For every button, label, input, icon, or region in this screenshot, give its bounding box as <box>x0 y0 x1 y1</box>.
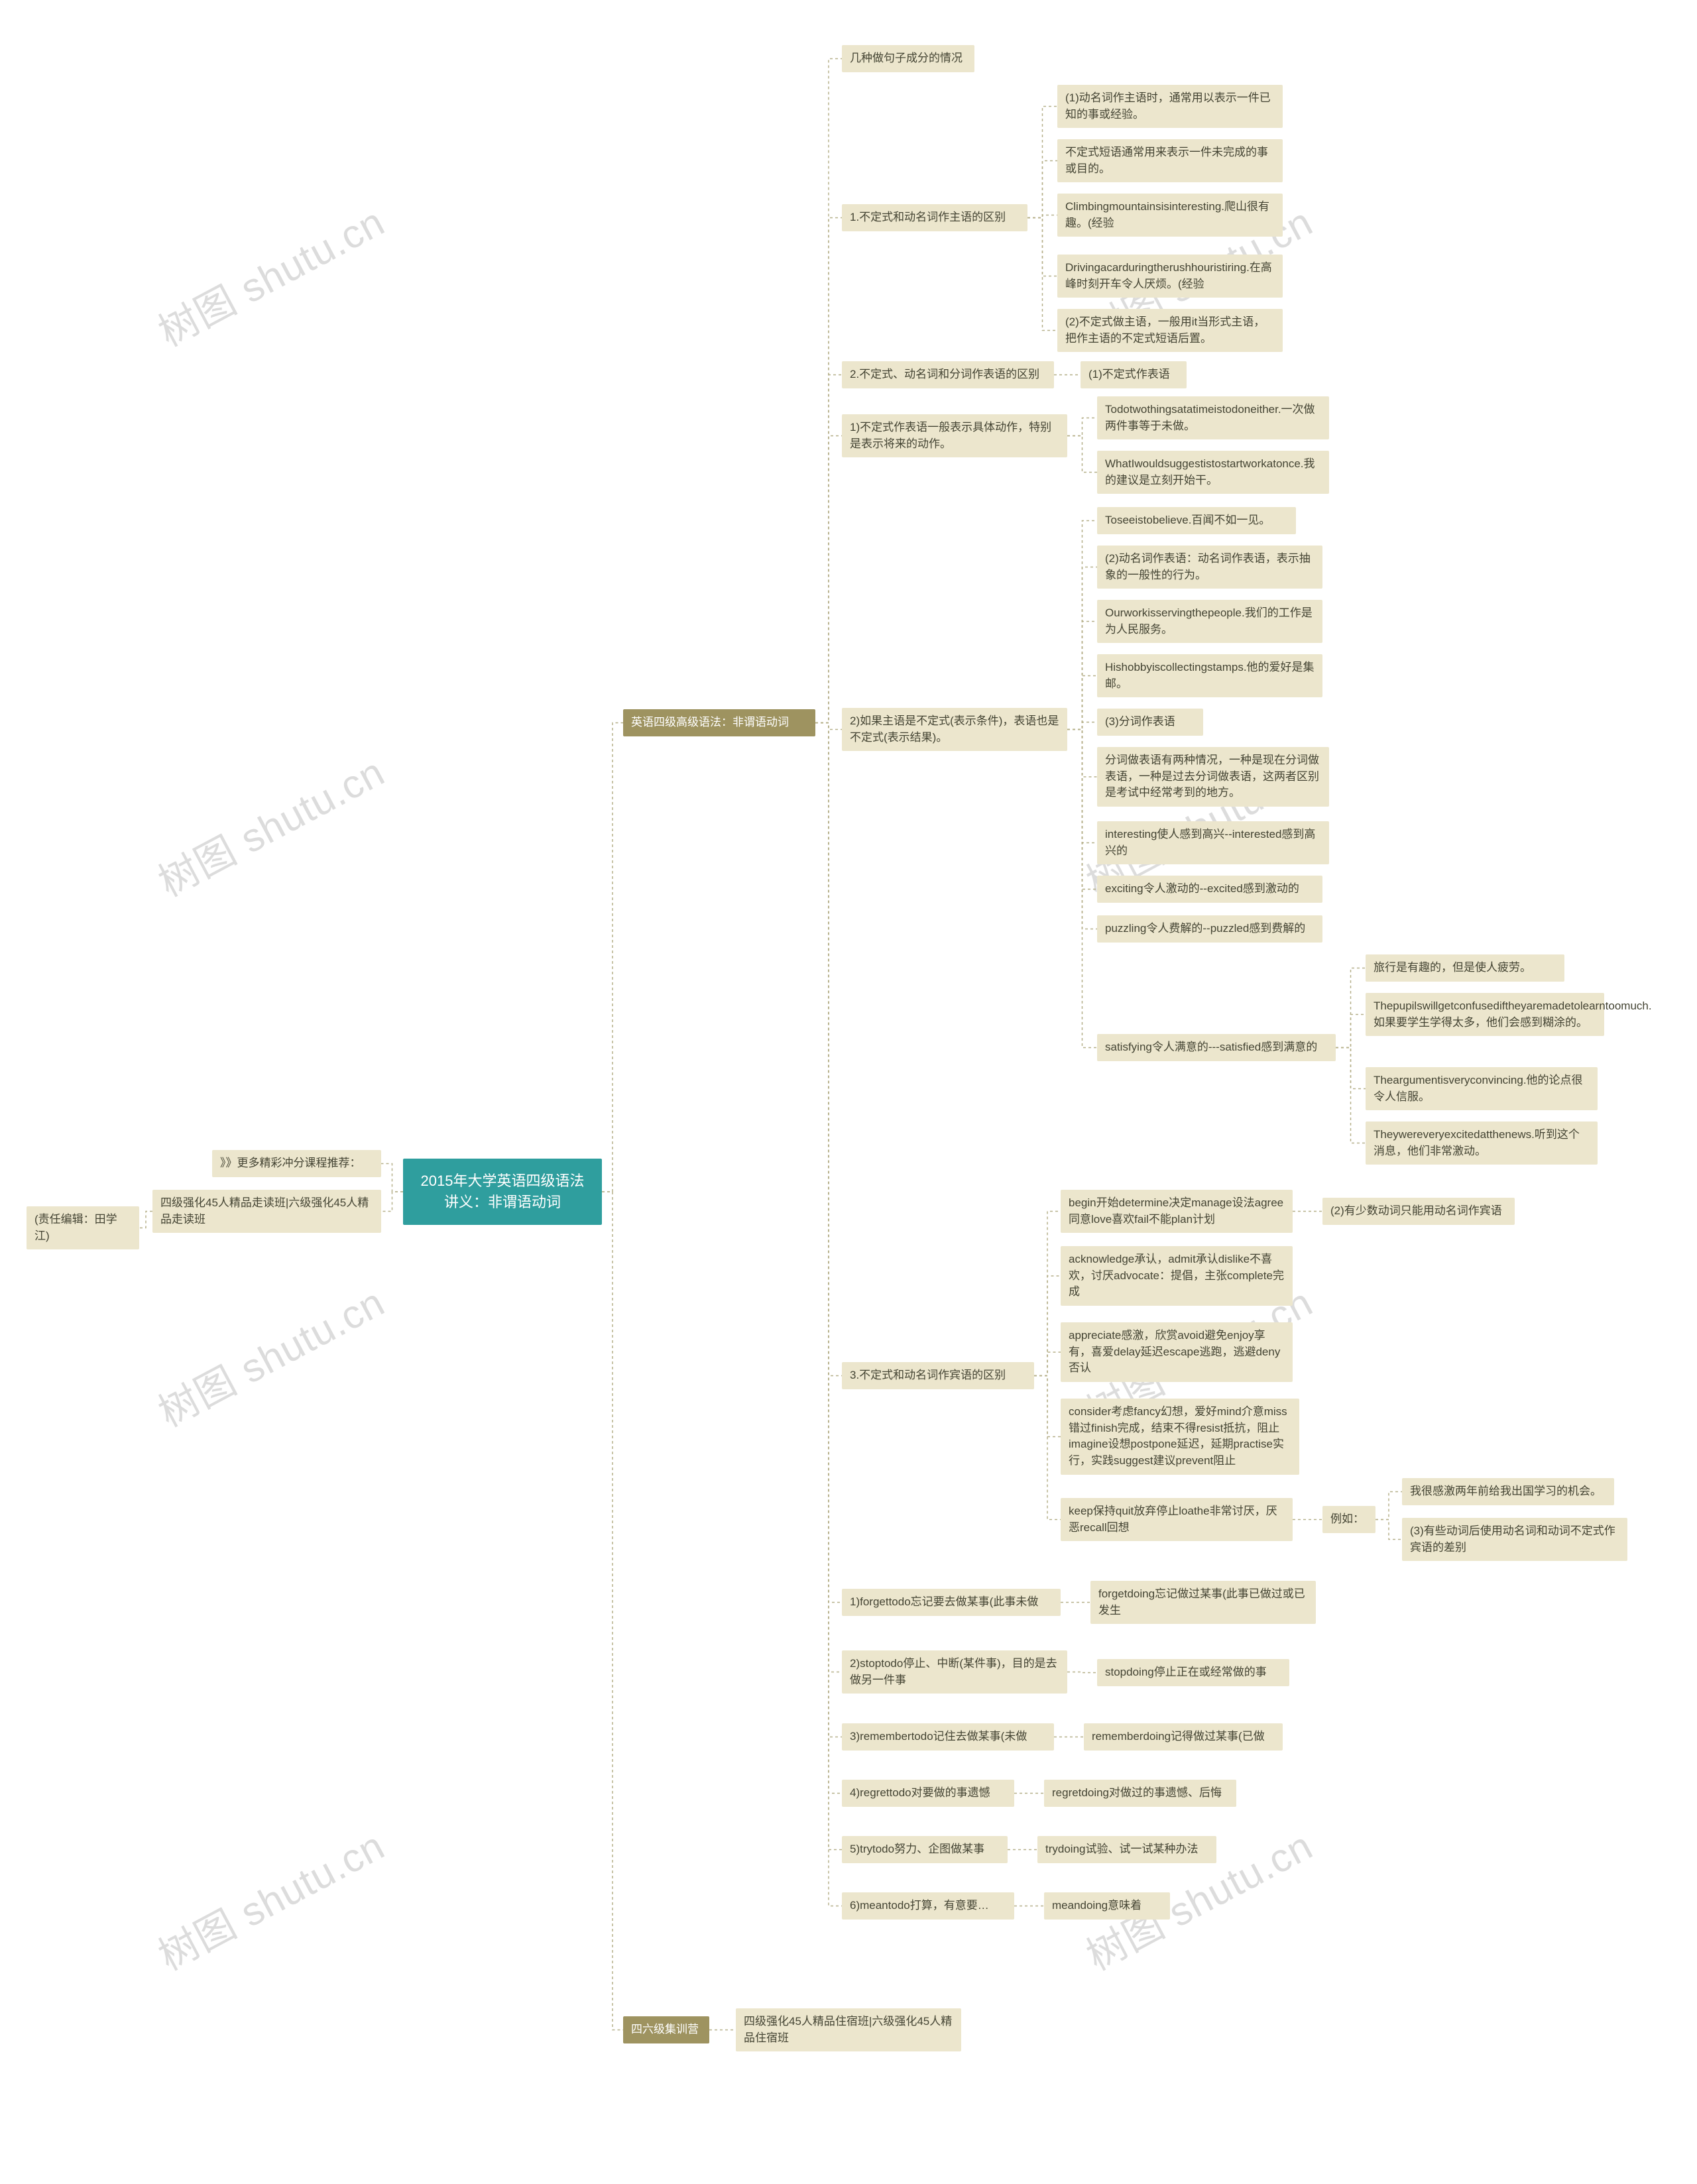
node-m1f-4: consider考虑fancy幻想，爱好mind介意miss错过finish完成… <box>1061 1399 1299 1475</box>
node-m1f-5-r1: 我很感激两年前给我出国学习的机会。 <box>1402 1478 1614 1505</box>
node-m1f-3: appreciate感激，欣赏avoid避免enjoy享有，喜爱delay延迟e… <box>1061 1322 1293 1382</box>
node-stop-doing: stopdoing停止正在或经常做的事 <box>1097 1659 1289 1686</box>
node-try-doing: trydoing试验、试一试某种办法 <box>1037 1836 1216 1863</box>
left-node-more-courses: 》》更多精彩冲分课程推荐： <box>212 1150 381 1177</box>
node-infinitive-pred: 1)不定式作表语一般表示具体动作，特别是表示将来的动作。 <box>842 414 1067 457</box>
node-m1f-2: acknowledge承认，admit承认dislike不喜欢，讨厌advoca… <box>1061 1246 1293 1306</box>
node-m1e-10-s2: Thepupilswillgetconfusediftheyaremadetol… <box>1366 993 1604 1036</box>
node-m1e-3: Ourworkisservingthepeople.我们的工作是为人民服务。 <box>1097 600 1322 643</box>
node-m1e-1: Toseeistobelieve.百闻不如一见。 <box>1097 507 1296 534</box>
watermark: 树图 shutu.cn <box>146 1814 393 1982</box>
node-m1b-5: (2)不定式做主语，一般用it当形式主语，把作主语的不定式短语后置。 <box>1057 309 1283 352</box>
watermark: 树图 shutu.cn <box>146 190 393 358</box>
node-m1e-9: puzzling令人费解的--puzzled感到费解的 <box>1097 915 1322 943</box>
left-node-editor: (责任编辑：田学江) <box>27 1206 139 1249</box>
node-m1e-5: (3)分词作表语 <box>1097 709 1203 736</box>
node-m1b-4: Drivingacarduringtherushhouristiring.在高峰… <box>1057 255 1283 298</box>
node-try-todo: 5)trytodo努力、企图做某事 <box>842 1836 1008 1863</box>
node-m1c-r: (1)不定式作表语 <box>1081 361 1187 388</box>
node-m1e-6: 分词做表语有两种情况，一种是现在分词做表语，一种是过去分词做表语，这两者区别是考… <box>1097 747 1329 807</box>
node-m1f-1: begin开始determine决定manage设法agree同意love喜欢f… <box>1061 1190 1293 1233</box>
node-m1b-3: Climbingmountainsisinteresting.爬山很有趣。(经验 <box>1057 194 1283 237</box>
node-subject-diff: 1.不定式和动名词作主语的区别 <box>842 204 1027 231</box>
node-cond-result: 2)如果主语是不定式(表示条件)，表语也是不定式(表示结果)。 <box>842 708 1067 751</box>
node-remember-doing: rememberdoing记得做过某事(已做 <box>1084 1723 1283 1751</box>
node-m1e-10-s4: Theywereveryexcitedatthenews.听到这个消息，他们非常… <box>1366 1121 1598 1165</box>
node-forget-doing: forgetdoing忘记做过某事(此事已做过或已发生 <box>1090 1581 1316 1624</box>
node-mean-todo: 6)meantodo打算，有意要… <box>842 1892 1014 1920</box>
node-m1f-5-r2: (3)有些动词后使用动名词和动词不定式作宾语的差别 <box>1402 1518 1627 1561</box>
node-predicate-diff: 2.不定式、动名词和分词作表语的区别 <box>842 361 1054 388</box>
node-regret-todo: 4)regrettodo对要做的事遗憾 <box>842 1780 1014 1807</box>
node-m1e-7: interesting使人感到高兴--interested感到高兴的 <box>1097 821 1329 864</box>
node-m1f-5-r: 例如： <box>1322 1506 1375 1533</box>
node-object-diff: 3.不定式和动名词作宾语的区别 <box>842 1362 1034 1389</box>
node-m1b-2: 不定式短语通常用来表示一件未完成的事或目的。 <box>1057 139 1283 182</box>
left-node-class-list: 四级强化45人精品走读班|六级强化45人精品走读班 <box>152 1190 381 1233</box>
node-mean-doing: meandoing意味着 <box>1044 1892 1170 1920</box>
node-regret-doing: regretdoing对做过的事遗憾、后悔 <box>1044 1780 1236 1807</box>
node-m1f-1-r: (2)有少数动词只能用动名词作宾语 <box>1322 1198 1515 1225</box>
main-node-training: 四六级集训营 <box>623 2016 709 2043</box>
node-m1e-10-s1: 旅行是有趣的，但是使人疲劳。 <box>1366 954 1564 982</box>
watermark: 树图 shutu.cn <box>146 740 393 908</box>
node-sentence-cases: 几种做句子成分的情况 <box>842 45 974 72</box>
node-m1e-2: (2)动名词作表语：动名词作表语，表示抽象的一般性的行为。 <box>1097 546 1322 589</box>
node-stop-todo: 2)stoptodo停止、中断(某件事)，目的是去做另一件事 <box>842 1650 1067 1694</box>
training-child: 四级强化45人精品住宿班|六级强化45人精品住宿班 <box>736 2008 961 2051</box>
watermark: 树图 shutu.cn <box>146 1271 393 1438</box>
node-remember-todo: 3)remembertodo记住去做某事(未做 <box>842 1723 1054 1751</box>
node-forget-todo: 1)forgettodo忘记要去做某事(此事未做 <box>842 1589 1061 1616</box>
node-m1e-10: satisfying令人满意的---satisfied感到满意的 <box>1097 1034 1336 1061</box>
node-m1d-1: Todotwothingsatatimeistodoneither.一次做两件事… <box>1097 396 1329 439</box>
node-m1f-5: keep保持quit放弃停止loathe非常讨厌，厌恶recall回想 <box>1061 1498 1293 1541</box>
main-node-grammar: 英语四级高级语法：非谓语动词 <box>623 709 815 736</box>
node-m1d-2: WhatIwouldsuggestistostartworkatonce.我的建… <box>1097 451 1329 494</box>
node-m1e-10-s3: Theargumentisveryconvincing.他的论点很令人信服。 <box>1366 1067 1598 1110</box>
root-node: 2015年大学英语四级语法 讲义：非谓语动词 <box>403 1159 602 1225</box>
node-m1b-1: (1)动名词作主语时，通常用以表示一件已知的事或经验。 <box>1057 85 1283 128</box>
node-m1e-4: Hishobbyiscollectingstamps.他的爱好是集邮。 <box>1097 654 1322 697</box>
node-m1e-8: exciting令人激动的--excited感到激动的 <box>1097 876 1322 903</box>
